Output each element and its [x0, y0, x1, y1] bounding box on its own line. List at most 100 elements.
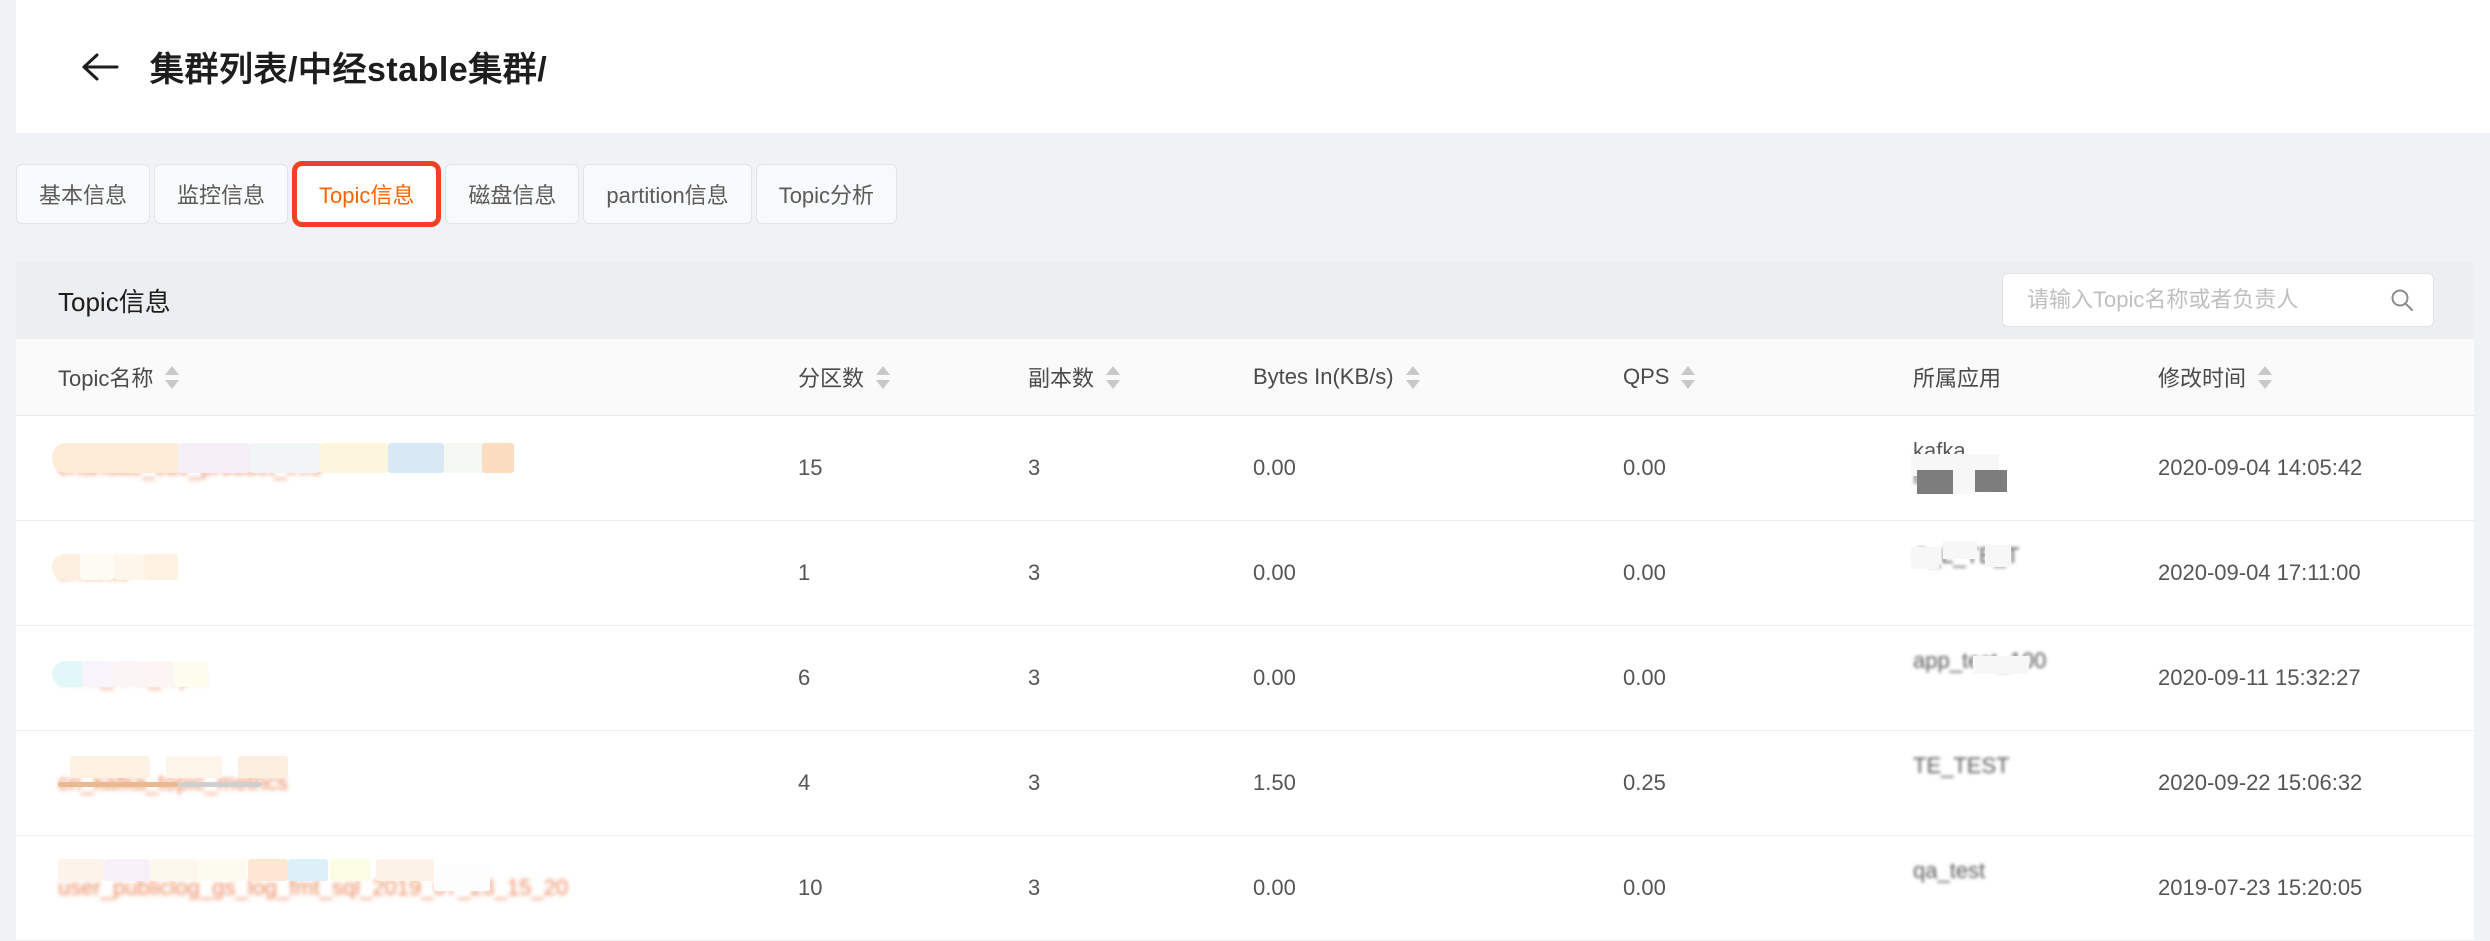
tab-disk-info[interactable]: 磁盘信息 — [445, 164, 580, 224]
app-name-redacted: C_L_TE_T — [1911, 541, 2020, 603]
table-body: chandao_cdc_product_info 15 3 0.00 0.00 — [16, 415, 2474, 941]
cell-qps: 0.00 — [1623, 835, 1913, 941]
sort-toggle-replicas[interactable] — [1106, 365, 1121, 389]
cell-partitions: 15 — [798, 415, 1028, 521]
cell-topic-name: data_test_topic — [16, 625, 798, 731]
table-row: user_publiclog_gs_log_fmt_sql_2019_07_23… — [16, 835, 2474, 941]
cell-replicas: 3 — [1028, 520, 1253, 626]
panel-title: Topic信息 — [58, 286, 171, 317]
app-name: app_test_100 — [1913, 648, 2047, 673]
column-header-modified-time[interactable]: 修改时间 — [2158, 339, 2474, 416]
tab-topic-info[interactable]: Topic信息 — [292, 161, 442, 227]
sort-toggle-topic-name[interactable] — [165, 365, 180, 389]
redaction-patch — [388, 443, 444, 473]
column-header-topic-name[interactable]: Topic名称 — [16, 339, 798, 416]
cell-partitions: 1 — [798, 520, 1028, 626]
cell-qps: 0.25 — [1623, 730, 1913, 836]
cell-replicas: 3 — [1028, 730, 1253, 836]
cell-bytes-in: 0.00 — [1253, 835, 1623, 941]
cell-replicas: 3 — [1028, 415, 1253, 521]
column-header-replicas[interactable]: 副本数 — [1028, 339, 1253, 416]
app-name-redacted: qa_test — [1913, 858, 1985, 918]
cell-qps: 0.00 — [1623, 625, 1913, 731]
redaction-patch — [144, 554, 178, 580]
topic-link[interactable]: data_test_topic — [58, 665, 208, 690]
cell-app: TE_TEST — [1913, 730, 2158, 836]
table-header: Topic名称 分区数 副本 — [16, 339, 2474, 416]
arrow-left-icon — [81, 52, 119, 82]
app-name: TE_TEST — [1913, 753, 2010, 778]
table-row: chubao 1 3 0.00 0.00 C_L_TE_T — [16, 520, 2474, 626]
cell-modified-time: 2019-07-23 15:20:05 — [2158, 835, 2474, 941]
redaction-patch — [444, 443, 486, 473]
back-button[interactable] — [78, 45, 122, 89]
topic-table: Topic名称 分区数 副本 — [16, 339, 2474, 941]
column-label: 分区数 — [798, 366, 865, 391]
topic-link[interactable]: user_publiclog_gs_log_fmt_sql_2019_07_23… — [58, 875, 569, 900]
column-label: 所属应用 — [1913, 366, 2002, 391]
column-header-bytes-in[interactable]: Bytes In(KB/s) — [1253, 339, 1623, 416]
tab-basic-info[interactable]: 基本信息 — [16, 164, 151, 224]
topic-link[interactable]: chandao_cdc_product_info — [58, 455, 323, 480]
cell-bytes-in: 1.50 — [1253, 730, 1623, 836]
tab-bar: 基本信息 监控信息 Topic信息 磁盘信息 partition信息 Topic… — [16, 133, 2490, 249]
modified-time: 2020-09-04 17:11:00 — [2158, 560, 2361, 585]
column-header-app: 所属应用 — [1913, 339, 2158, 416]
cell-partitions: 10 — [798, 835, 1028, 941]
app-name: kafka — [1913, 438, 1966, 463]
cell-app: kafka no_log_ — [1911, 415, 2158, 521]
column-label: Bytes In(KB/s) — [1253, 364, 1394, 389]
cell-app: C_L_TE_T — [1911, 520, 2158, 626]
cell-modified-time: 2020-09-04 14:05:42 — [2158, 415, 2474, 521]
card-header: Topic信息 — [16, 261, 2474, 339]
search-input[interactable] — [2025, 286, 2379, 314]
column-label: Topic名称 — [58, 366, 154, 391]
cell-modified-time: 2020-09-04 17:11:00 — [2158, 520, 2474, 626]
topic-name-redacted: cn_kafka_topic_metrics — [58, 756, 288, 796]
cell-topic-name: user_publiclog_gs_log_fmt_sql_2019_07_23… — [16, 835, 798, 941]
sort-toggle-partitions[interactable] — [876, 365, 891, 389]
search-box[interactable] — [2002, 273, 2434, 327]
cell-bytes-in: 0.00 — [1253, 625, 1623, 731]
sort-toggle-qps[interactable] — [1681, 365, 1696, 389]
cell-partitions: 4 — [798, 730, 1028, 836]
table-header-row: Topic名称 分区数 副本 — [16, 339, 2474, 416]
column-label: QPS — [1623, 364, 1670, 389]
column-label: 修改时间 — [2158, 366, 2247, 391]
topic-link[interactable]: cn_kafka_topic_metrics — [58, 770, 288, 795]
column-header-partitions[interactable]: 分区数 — [798, 339, 1028, 416]
search-icon[interactable] — [2389, 287, 2415, 313]
table-row: cn_kafka_topic_metrics 4 3 1.50 0.25 TE_… — [16, 730, 2474, 836]
cell-modified-time: 2020-09-22 15:06:32 — [2158, 730, 2474, 836]
tab-monitor-info[interactable]: 监控信息 — [154, 164, 289, 224]
topic-link[interactable]: chubao — [58, 560, 131, 585]
sort-toggle-modified-time[interactable] — [2258, 365, 2273, 389]
tab-topic-analysis[interactable]: Topic分析 — [755, 164, 898, 224]
cell-qps: 0.00 — [1623, 415, 1913, 521]
cell-qps: 0.00 — [1623, 520, 1913, 626]
column-header-qps[interactable]: QPS — [1623, 339, 1913, 416]
cell-partitions: 6 — [798, 625, 1028, 731]
topic-name-redacted: chubao — [52, 554, 178, 586]
table-row: chandao_cdc_product_info 15 3 0.00 0.00 — [16, 415, 2474, 521]
cell-topic-name: cn_kafka_topic_metrics — [16, 730, 798, 836]
cell-app: qa_test — [1913, 835, 2158, 941]
cell-bytes-in: 0.00 — [1253, 415, 1623, 521]
app-name-secondary: no_log_ — [1913, 464, 1992, 489]
cell-topic-name: chandao_cdc_product_info — [16, 415, 798, 521]
cell-topic-name: chubao — [16, 520, 798, 626]
app-name-redacted: TE_TEST — [1913, 753, 2010, 813]
app-name: C_L_TE_T — [1913, 543, 2020, 568]
topic-name-redacted: data_test_topic — [52, 661, 208, 691]
table-row: data_test_topic 6 3 0.00 0.00 app_test_1… — [16, 625, 2474, 731]
page-header: 集群列表/中经stable集群/ — [16, 0, 2490, 133]
modified-time: 2020-09-11 15:32:27 — [2158, 665, 2361, 690]
cell-modified-time: 2020-09-11 15:32:27 — [2158, 625, 2474, 731]
tab-partition-info[interactable]: partition信息 — [583, 164, 752, 224]
column-label: 副本数 — [1028, 366, 1095, 391]
topic-info-card: Topic信息 Topic名称 — [16, 261, 2474, 941]
modified-time: 2019-07-23 15:20:05 — [2158, 875, 2363, 900]
cell-replicas: 3 — [1028, 625, 1253, 731]
sort-toggle-bytes-in[interactable] — [1405, 365, 1420, 389]
cell-app: app_test_100 — [1913, 625, 2158, 731]
